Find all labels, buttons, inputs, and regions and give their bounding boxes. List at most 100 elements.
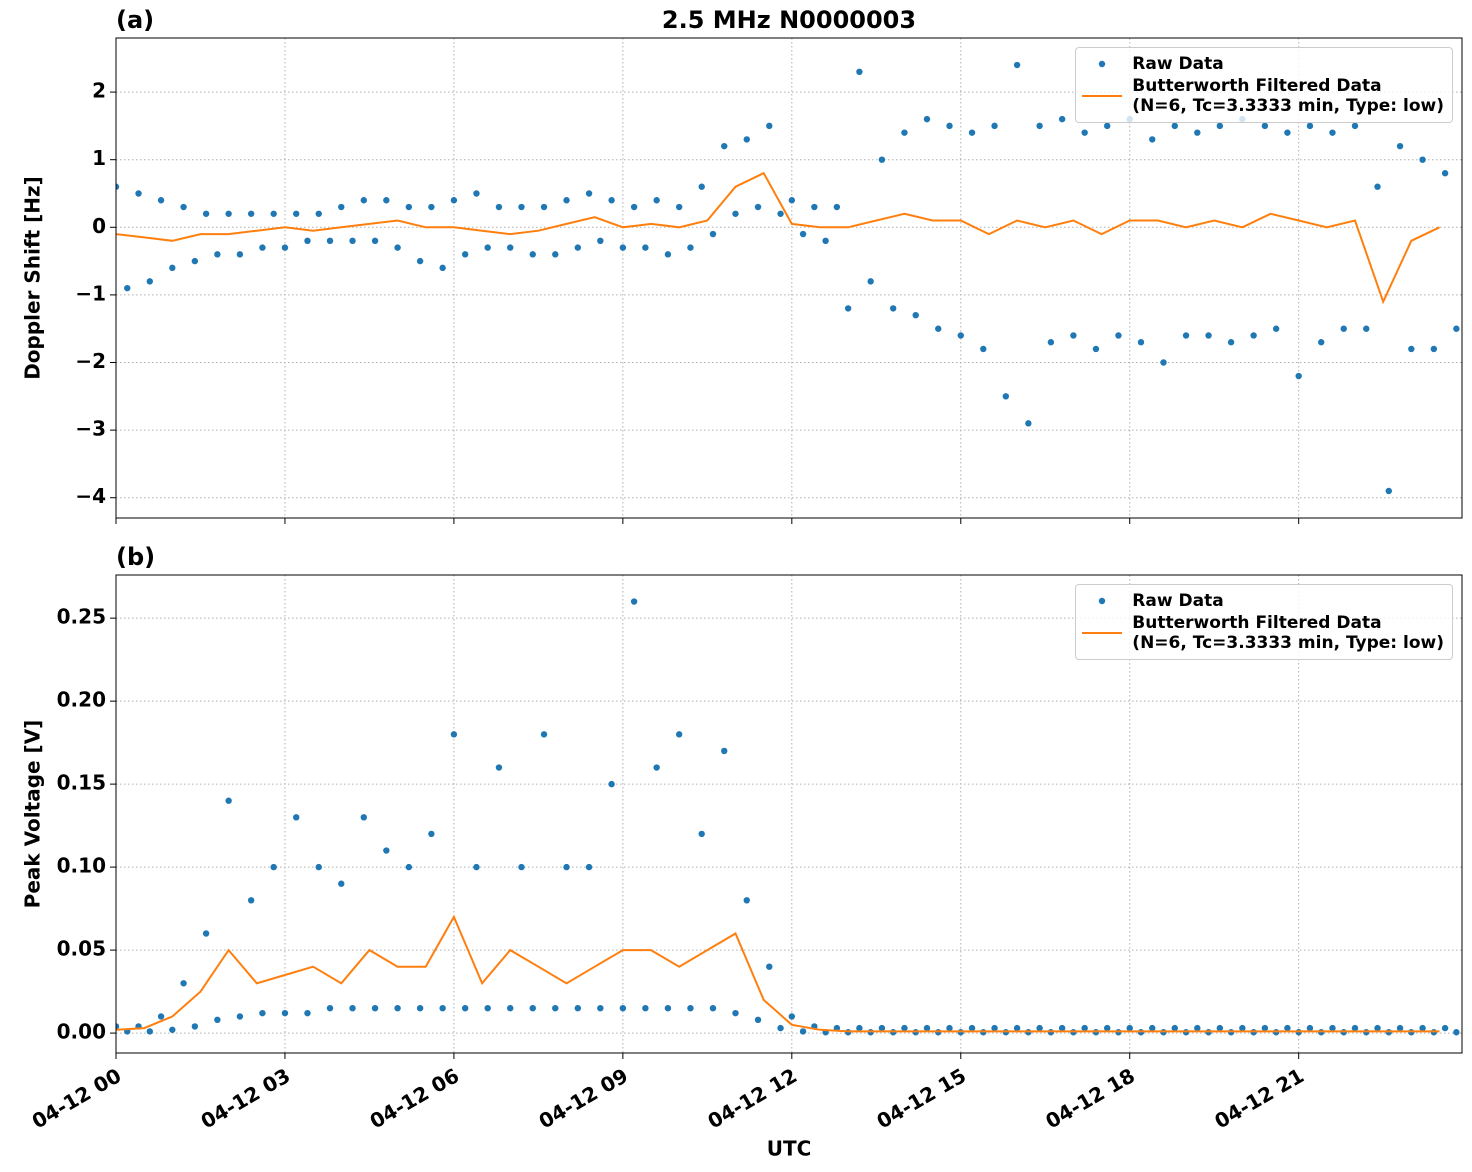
- raw-point: [799, 230, 807, 238]
- legend-item: Raw Data: [1082, 591, 1444, 611]
- raw-point: [1272, 325, 1280, 332]
- raw-point: [1441, 1024, 1449, 1032]
- raw-point: [473, 190, 480, 197]
- y-tick-label: −3: [75, 417, 106, 441]
- raw-point: [495, 203, 503, 211]
- raw-point: [202, 210, 210, 217]
- raw-point: [180, 203, 187, 211]
- panel-label: (b): [116, 543, 155, 571]
- raw-point: [642, 244, 649, 251]
- raw-point: [698, 830, 705, 838]
- raw-point: [833, 203, 841, 211]
- panel-label: (a): [116, 6, 154, 34]
- raw-point: [450, 197, 458, 204]
- raw-point: [754, 1016, 762, 1024]
- raw-point: [675, 731, 683, 738]
- raw-point: [428, 830, 435, 838]
- legend-label: Raw Data: [1132, 591, 1224, 611]
- raw-point: [563, 197, 570, 204]
- raw-point: [371, 237, 379, 245]
- raw-point: [461, 1004, 469, 1012]
- raw-point: [1306, 1024, 1314, 1032]
- raw-point: [1081, 129, 1088, 136]
- raw-point: [360, 197, 367, 204]
- raw-point: [293, 210, 300, 217]
- raw-point: [416, 1004, 424, 1012]
- raw-point: [1115, 332, 1122, 339]
- x-tick-label: 04-12 15: [872, 1063, 970, 1133]
- raw-point: [1160, 359, 1167, 366]
- raw-point: [484, 1004, 491, 1012]
- raw-point: [675, 203, 683, 211]
- y-tick-label: 0.25: [57, 605, 106, 629]
- raw-point: [878, 156, 886, 163]
- legend-key: [1099, 597, 1106, 605]
- raw-point: [540, 203, 548, 211]
- raw-point: [349, 237, 356, 245]
- raw-point: [946, 122, 953, 130]
- raw-point: [1363, 325, 1370, 332]
- raw-point: [1171, 122, 1178, 130]
- raw-point: [619, 244, 627, 251]
- raw-point: [1171, 1024, 1178, 1032]
- raw-point: [1182, 332, 1190, 339]
- raw-point: [338, 203, 345, 211]
- raw-point: [507, 244, 514, 251]
- raw-point: [405, 863, 413, 871]
- raw-point: [1058, 115, 1066, 123]
- raw-point: [1227, 339, 1235, 346]
- raw-point: [619, 1004, 627, 1012]
- raw-point: [1295, 372, 1302, 380]
- raw-point: [1396, 142, 1404, 150]
- raw-point: [1081, 1024, 1088, 1032]
- legend-item: Raw Data: [1082, 54, 1444, 74]
- raw-point: [1261, 1024, 1269, 1032]
- x-axis-label: UTC: [767, 1137, 812, 1161]
- x-tick-label: 04-12 09: [535, 1063, 633, 1133]
- y-tick-label: 0.20: [57, 688, 106, 712]
- y-tick-label: −4: [75, 484, 106, 508]
- raw-point: [889, 305, 897, 312]
- y-tick-label: 1: [92, 146, 106, 170]
- raw-point: [349, 1004, 356, 1012]
- raw-point: [135, 190, 142, 197]
- raw-point: [281, 244, 289, 251]
- x-tick-label: 04-12 06: [366, 1063, 464, 1133]
- x-tick-label: 04-12 21: [1210, 1063, 1308, 1133]
- raw-point: [630, 598, 638, 605]
- raw-point: [844, 305, 852, 312]
- raw-point: [968, 1024, 976, 1032]
- raw-point: [191, 1023, 199, 1030]
- axes-frame: [115, 574, 1463, 1054]
- raw-point: [991, 122, 998, 130]
- raw-point: [326, 1004, 334, 1012]
- raw-point: [1419, 1024, 1426, 1032]
- raw-point: [157, 197, 165, 204]
- raw-point: [1329, 1024, 1336, 1032]
- raw-point: [980, 345, 987, 353]
- raw-point: [1374, 1024, 1381, 1032]
- raw-point: [687, 244, 694, 251]
- raw-point: [1013, 61, 1021, 69]
- raw-point: [867, 278, 874, 285]
- raw-point: [1126, 1024, 1133, 1032]
- y-tick-label: −1: [75, 281, 106, 305]
- y-tick-label: 0.10: [57, 854, 106, 878]
- raw-point: [777, 210, 784, 217]
- raw-point: [574, 244, 582, 251]
- raw-point: [811, 203, 818, 211]
- y-tick-label: 0.05: [57, 937, 106, 961]
- raw-point: [304, 237, 311, 245]
- raw-point: [214, 251, 221, 258]
- raw-point: [1250, 332, 1257, 339]
- raw-point: [450, 731, 458, 738]
- raw-point: [1340, 325, 1347, 332]
- raw-point: [1374, 183, 1381, 190]
- raw-point: [1216, 1024, 1224, 1032]
- raw-point: [1092, 345, 1100, 353]
- y-tick-label: 0.15: [57, 771, 106, 795]
- raw-point: [1284, 1024, 1291, 1032]
- raw-point: [788, 197, 796, 204]
- raw-point: [529, 251, 536, 258]
